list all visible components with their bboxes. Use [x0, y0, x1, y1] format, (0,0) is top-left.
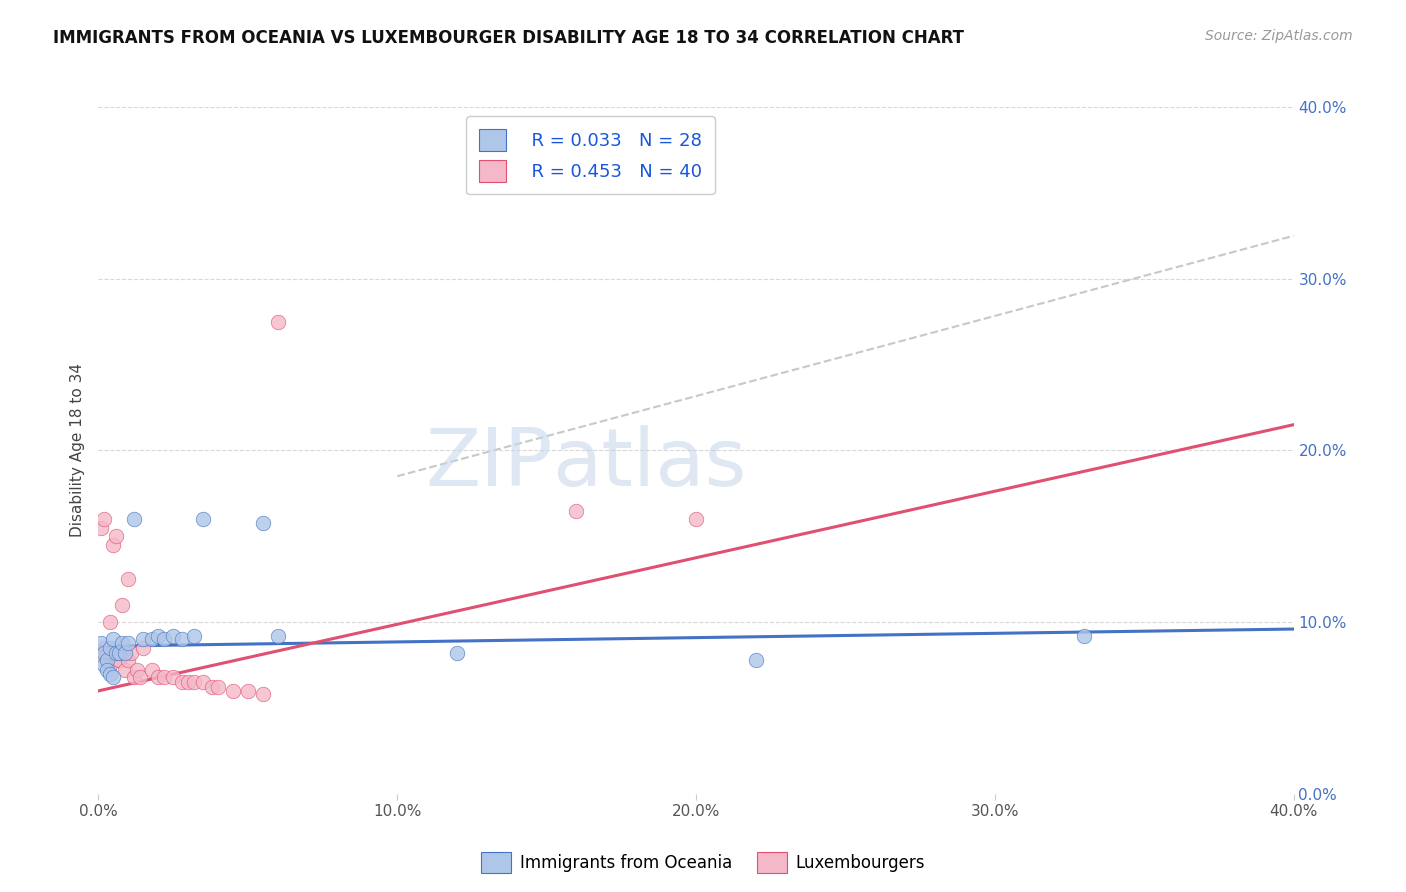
Point	[153, 632, 176, 647]
Point	[141, 632, 163, 647]
Point	[132, 632, 155, 647]
Point	[207, 681, 229, 695]
Point	[96, 653, 118, 667]
Text: Source: ZipAtlas.com: Source: ZipAtlas.com	[1205, 29, 1353, 43]
Point	[103, 646, 125, 660]
Point	[183, 675, 205, 690]
Point	[117, 653, 139, 667]
Point	[93, 640, 115, 655]
Point	[93, 646, 115, 660]
Point	[111, 598, 134, 612]
Text: atlas: atlas	[553, 425, 747, 503]
Text: ZIP: ZIP	[425, 425, 553, 503]
Point	[108, 653, 131, 667]
Point	[132, 640, 155, 655]
Point	[117, 636, 139, 650]
Point	[120, 646, 142, 660]
Legend: Immigrants from Oceania, Luxembourgers: Immigrants from Oceania, Luxembourgers	[475, 846, 931, 880]
Point	[565, 503, 588, 517]
Point	[105, 646, 128, 660]
Point	[93, 512, 115, 526]
Point	[252, 516, 274, 530]
Point	[191, 512, 214, 526]
Point	[124, 670, 146, 684]
Point	[98, 640, 122, 655]
Point	[222, 683, 245, 698]
Point	[177, 675, 200, 690]
Point	[124, 512, 146, 526]
Point	[745, 653, 768, 667]
Point	[93, 658, 115, 673]
Point	[98, 658, 122, 673]
Point	[172, 675, 194, 690]
Point	[103, 538, 125, 552]
Point	[90, 521, 112, 535]
Point	[148, 629, 170, 643]
Point	[191, 675, 214, 690]
Point	[1073, 629, 1095, 643]
Point	[90, 646, 112, 660]
Point	[446, 646, 468, 660]
Point	[201, 681, 224, 695]
Point	[129, 670, 152, 684]
Point	[172, 632, 194, 647]
Point	[127, 663, 149, 677]
Point	[105, 529, 128, 543]
Point	[162, 629, 184, 643]
Point	[114, 663, 136, 677]
Point	[108, 646, 131, 660]
Point	[96, 663, 118, 677]
Point	[183, 629, 205, 643]
Point	[153, 670, 176, 684]
Point	[236, 683, 259, 698]
Point	[267, 315, 290, 329]
Point	[111, 646, 134, 660]
Point	[98, 615, 122, 630]
Legend:   R = 0.033   N = 28,   R = 0.453   N = 40: R = 0.033 N = 28, R = 0.453 N = 40	[465, 116, 714, 194]
Point	[685, 512, 707, 526]
Point	[108, 653, 131, 667]
Point	[105, 646, 128, 660]
Point	[96, 646, 118, 660]
Text: IMMIGRANTS FROM OCEANIA VS LUXEMBOURGER DISABILITY AGE 18 TO 34 CORRELATION CHAR: IMMIGRANTS FROM OCEANIA VS LUXEMBOURGER …	[53, 29, 965, 46]
Point	[148, 670, 170, 684]
Point	[96, 653, 118, 667]
Point	[114, 646, 136, 660]
Point	[103, 632, 125, 647]
Point	[267, 629, 290, 643]
Point	[90, 636, 112, 650]
Point	[103, 670, 125, 684]
Point	[141, 663, 163, 677]
Point	[98, 666, 122, 681]
Y-axis label: Disability Age 18 to 34: Disability Age 18 to 34	[70, 363, 86, 538]
Point	[117, 572, 139, 586]
Point	[162, 670, 184, 684]
Point	[252, 687, 274, 701]
Point	[111, 636, 134, 650]
